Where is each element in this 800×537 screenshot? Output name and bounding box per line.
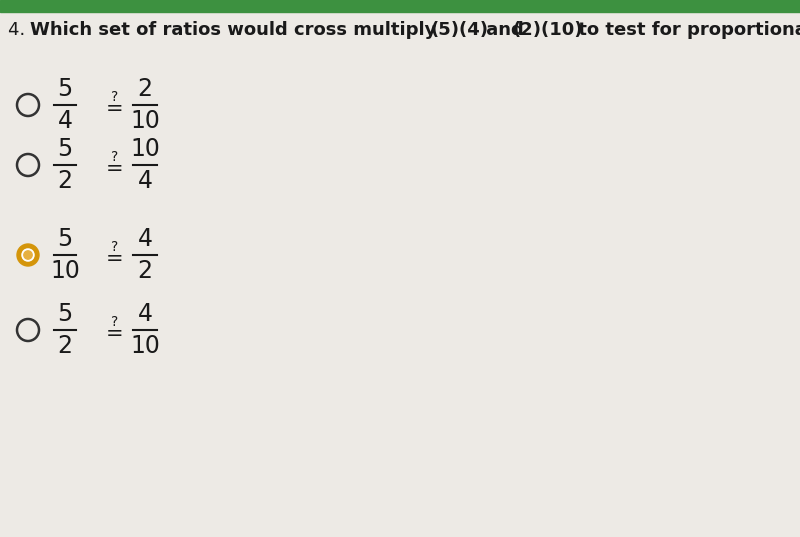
Circle shape [22, 249, 34, 261]
Text: ?: ? [111, 315, 118, 329]
Text: 5: 5 [58, 137, 73, 161]
Text: 4: 4 [58, 109, 73, 133]
Text: (2)(10): (2)(10) [512, 21, 582, 39]
Text: 4: 4 [138, 302, 153, 326]
Text: 2: 2 [58, 169, 73, 193]
Text: 2: 2 [138, 259, 153, 283]
Text: ?: ? [111, 150, 118, 164]
Text: 5: 5 [58, 77, 73, 101]
Text: 4.: 4. [8, 21, 31, 39]
Text: =: = [106, 324, 124, 344]
Text: 10: 10 [130, 137, 160, 161]
Text: 4: 4 [138, 227, 153, 251]
Text: 10: 10 [130, 334, 160, 358]
Text: 2: 2 [138, 77, 153, 101]
Text: Which set of ratios would cross multiply: Which set of ratios would cross multiply [30, 21, 442, 39]
Text: =: = [106, 249, 124, 269]
Text: (5)(4): (5)(4) [430, 21, 488, 39]
Text: to test for proportionality?: to test for proportionality? [572, 21, 800, 39]
Text: 4: 4 [138, 169, 153, 193]
Text: =: = [106, 159, 124, 179]
Text: 5: 5 [58, 302, 73, 326]
Text: and: and [480, 21, 530, 39]
Text: ?: ? [111, 240, 118, 254]
Text: 10: 10 [50, 259, 80, 283]
Circle shape [24, 251, 32, 259]
Text: 10: 10 [130, 109, 160, 133]
Text: 5: 5 [58, 227, 73, 251]
Text: 2: 2 [58, 334, 73, 358]
Text: ?: ? [111, 90, 118, 104]
Text: =: = [106, 99, 124, 119]
FancyBboxPatch shape [0, 0, 800, 12]
Circle shape [17, 244, 39, 266]
